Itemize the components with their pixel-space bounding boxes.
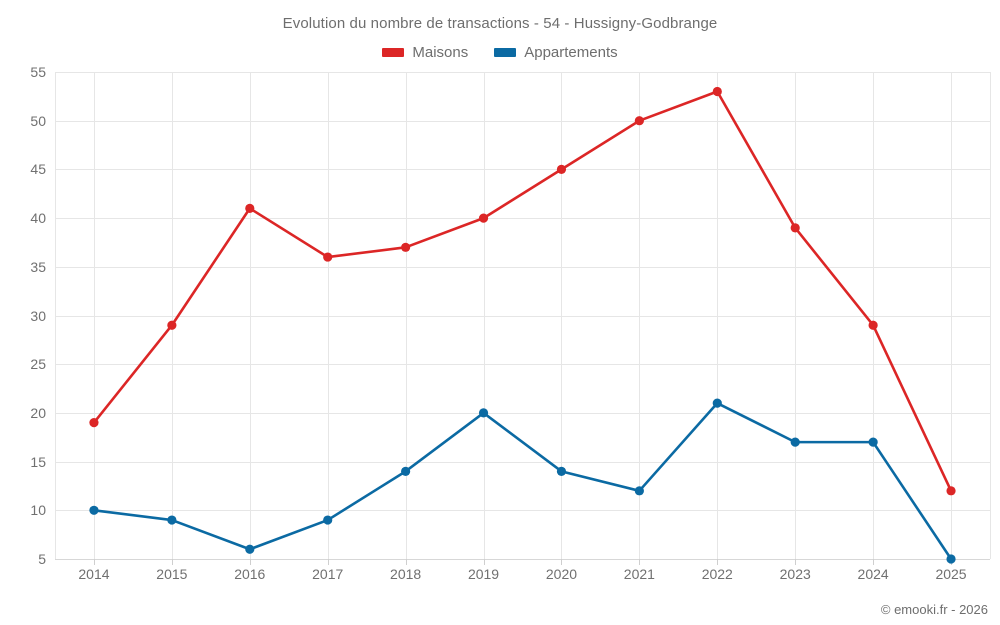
x-tick-mark bbox=[405, 559, 407, 565]
series-line bbox=[92, 401, 953, 561]
data-point[interactable] bbox=[556, 466, 567, 476]
gridline-vertical bbox=[873, 72, 875, 559]
series-maisons bbox=[89, 86, 956, 496]
footer-credit: © emooki.fr - 2026 bbox=[880, 602, 988, 617]
data-point[interactable] bbox=[323, 252, 333, 262]
legend-item-appartements[interactable]: Appartements bbox=[494, 44, 618, 61]
legend-label: Appartements bbox=[524, 44, 618, 61]
x-tick-mark bbox=[93, 559, 95, 565]
x-tick-label: 2019 bbox=[467, 566, 500, 582]
y-tick-label: 15 bbox=[30, 453, 46, 470]
x-tick-mark bbox=[639, 559, 641, 565]
data-point[interactable] bbox=[712, 86, 722, 97]
y-tick-label: 25 bbox=[30, 356, 46, 373]
x-tick-label: 2025 bbox=[935, 566, 967, 582]
data-point[interactable] bbox=[790, 223, 800, 233]
data-point[interactable] bbox=[245, 544, 255, 554]
x-tick-mark bbox=[249, 559, 251, 565]
data-point[interactable] bbox=[946, 486, 956, 496]
x-tick-mark bbox=[717, 559, 719, 565]
data-point[interactable] bbox=[634, 116, 644, 126]
data-point[interactable] bbox=[401, 466, 411, 476]
gridline-horizontal bbox=[55, 510, 990, 512]
series-appartements bbox=[89, 398, 956, 564]
data-point[interactable] bbox=[712, 398, 722, 408]
y-tick-label: 40 bbox=[30, 210, 46, 227]
x-tick-mark bbox=[873, 559, 875, 565]
y-tick-label: 5 bbox=[38, 551, 46, 567]
data-point[interactable] bbox=[790, 437, 800, 447]
series-line bbox=[92, 90, 953, 493]
x-tick-label: 2017 bbox=[312, 566, 344, 582]
gridline-horizontal bbox=[55, 266, 990, 268]
x-tick-mark bbox=[327, 559, 329, 565]
x-tick-mark bbox=[561, 559, 563, 565]
gridline-horizontal bbox=[55, 315, 990, 317]
gridline-vertical bbox=[561, 72, 563, 559]
data-point[interactable] bbox=[868, 437, 878, 447]
gridline-vertical bbox=[483, 72, 485, 559]
data-point[interactable] bbox=[946, 554, 956, 564]
data-point[interactable] bbox=[401, 242, 411, 252]
chart-title: Evolution du nombre de transactions - 54… bbox=[282, 15, 718, 32]
gridline-horizontal bbox=[55, 412, 990, 414]
legend-swatch-maisons bbox=[382, 48, 405, 57]
data-point[interactable] bbox=[323, 515, 333, 525]
x-tick-label: 2024 bbox=[857, 566, 889, 582]
gridline-horizontal bbox=[55, 120, 990, 122]
data-point[interactable] bbox=[556, 164, 567, 174]
x-tick-mark bbox=[795, 559, 797, 565]
gridline-vertical bbox=[249, 72, 251, 559]
data-point[interactable] bbox=[634, 486, 644, 496]
y-tick-label: 20 bbox=[30, 404, 46, 421]
y-tick-label: 30 bbox=[30, 307, 46, 324]
y-tick-label: 35 bbox=[30, 258, 46, 275]
gridline-vertical bbox=[795, 72, 797, 559]
data-point[interactable] bbox=[167, 515, 177, 525]
x-tick-label: 2020 bbox=[545, 566, 578, 582]
gridline-horizontal bbox=[55, 364, 990, 366]
gridline-vertical bbox=[717, 72, 719, 559]
legend-label: Maisons bbox=[412, 44, 469, 61]
legend-item-maisons[interactable]: Maisons bbox=[382, 44, 468, 61]
y-tick-label: 50 bbox=[30, 112, 46, 129]
x-tick-label: 2015 bbox=[156, 566, 188, 582]
x-axis-baseline bbox=[55, 559, 990, 560]
y-tick-label: 10 bbox=[30, 502, 46, 519]
data-point[interactable] bbox=[167, 320, 177, 330]
x-tick-mark bbox=[483, 559, 485, 565]
data-point[interactable] bbox=[89, 505, 99, 515]
gridline-vertical bbox=[990, 72, 991, 559]
y-axis: 5 10 15 20 25 30 35 40 45 50 55 bbox=[0, 0, 46, 625]
data-point[interactable] bbox=[245, 203, 255, 213]
data-point[interactable] bbox=[478, 408, 489, 418]
data-point[interactable] bbox=[868, 320, 878, 330]
gridline-vertical bbox=[639, 72, 641, 559]
data-point[interactable] bbox=[89, 418, 99, 428]
gridline-vertical bbox=[93, 72, 95, 559]
x-tick-label: 2018 bbox=[390, 566, 422, 582]
x-tick-label: 2021 bbox=[623, 566, 655, 582]
gridline-vertical bbox=[405, 72, 407, 559]
x-tick-mark bbox=[171, 559, 173, 565]
data-point[interactable] bbox=[478, 213, 489, 223]
gridline-horizontal bbox=[55, 461, 990, 463]
gridline-vertical bbox=[171, 72, 173, 559]
gridline-horizontal bbox=[55, 169, 990, 171]
y-tick-label: 55 bbox=[30, 64, 46, 80]
legend-swatch-appartements bbox=[494, 48, 517, 57]
x-tick-label: 2014 bbox=[78, 566, 110, 582]
chart-legend: Maisons Appartements bbox=[0, 44, 1000, 61]
gridline-horizontal bbox=[55, 218, 990, 220]
x-tick-label: 2023 bbox=[779, 566, 811, 582]
gridline-horizontal bbox=[55, 72, 990, 73]
y-tick-label: 45 bbox=[30, 161, 46, 178]
gridline-vertical bbox=[951, 72, 953, 559]
gridline-vertical bbox=[55, 72, 56, 559]
x-tick-label: 2022 bbox=[701, 566, 733, 582]
x-tick-label: 2016 bbox=[234, 566, 266, 582]
gridline-vertical bbox=[327, 72, 329, 559]
